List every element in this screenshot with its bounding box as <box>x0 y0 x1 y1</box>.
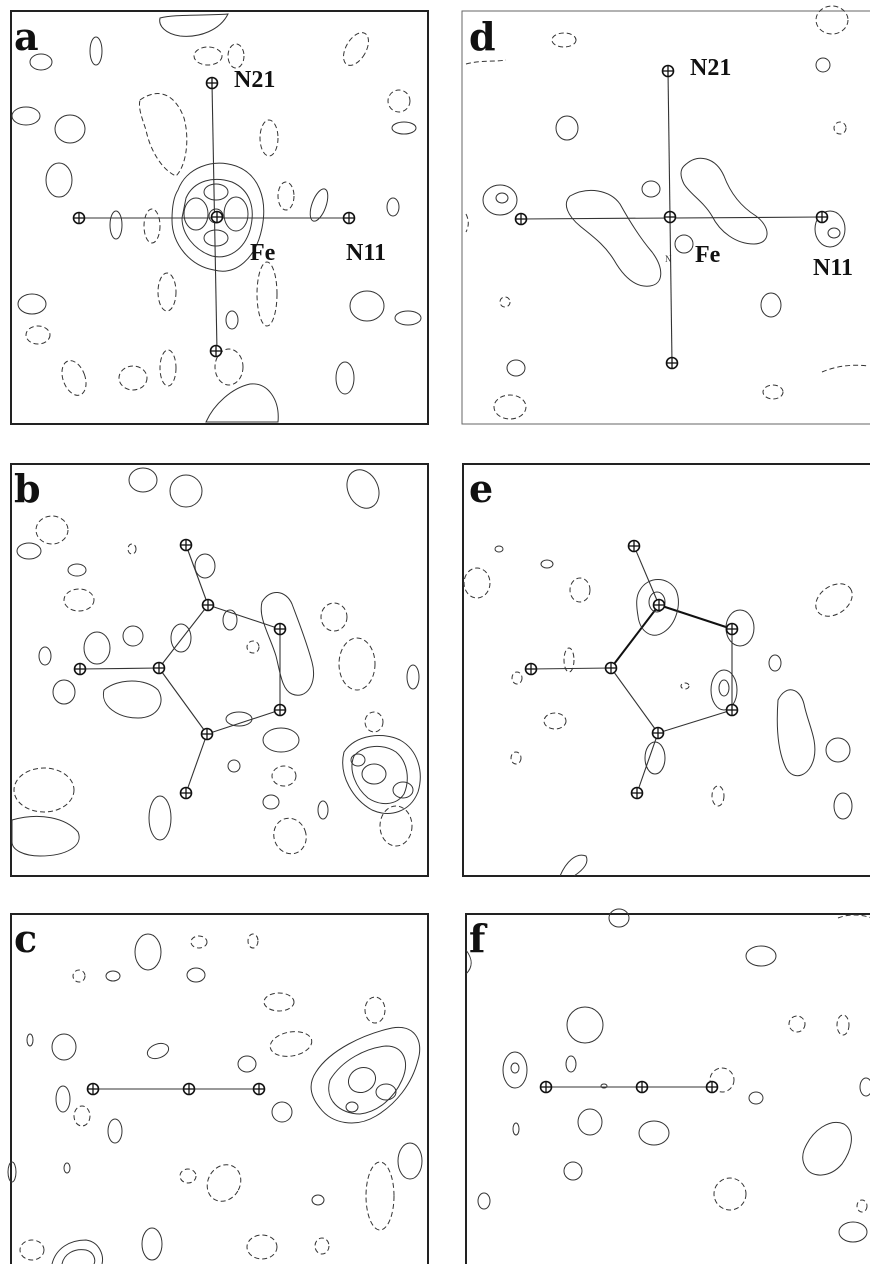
panel-c-atoms <box>86 1082 266 1096</box>
atom-marker <box>630 786 644 800</box>
atom-marker <box>152 661 166 675</box>
atom-marker <box>209 344 223 358</box>
panel-b-contours <box>11 467 421 857</box>
atom-marker <box>524 662 538 676</box>
panel-a-atoms <box>72 76 356 358</box>
panel-b-label: b <box>14 466 41 511</box>
panel-a-atom-label-fe: Fe <box>250 240 276 266</box>
atom-marker <box>201 598 215 612</box>
atom-marker <box>210 210 224 224</box>
atom-marker <box>252 1082 266 1096</box>
panel-d-tiny-mark: N <box>665 254 672 264</box>
atom-marker <box>815 210 829 224</box>
atom-marker <box>179 786 193 800</box>
panel-f-label: f <box>469 916 488 961</box>
atom-marker <box>604 661 618 675</box>
panel-d-label: d <box>469 14 496 59</box>
panel-d-atom-label-n11: N11 <box>813 255 853 281</box>
panel-b-frame <box>10 463 429 877</box>
atom-marker <box>179 538 193 552</box>
atom-marker <box>665 356 679 370</box>
panel-c: c <box>7 913 429 1264</box>
atom-marker <box>514 212 528 226</box>
panel-e-atoms <box>524 539 739 800</box>
panel-e-bonds <box>530 545 733 794</box>
panel-d-atoms <box>514 64 829 370</box>
atom-marker <box>705 1080 719 1094</box>
panel-a-frame <box>10 10 429 425</box>
atom-marker <box>205 76 219 90</box>
panel-b: b <box>10 463 429 877</box>
panel-d-atom-label-n21: N21 <box>690 55 731 81</box>
atom-marker <box>72 211 86 225</box>
panel-a-atom-label-n21: N21 <box>234 67 275 93</box>
panel-b-bonds <box>79 544 281 794</box>
panel-f-contours <box>465 908 870 1243</box>
panel-e-contours <box>463 545 853 877</box>
atom-marker <box>663 210 677 224</box>
panel-e-label: e <box>469 466 493 511</box>
atom-marker <box>200 727 214 741</box>
atom-marker <box>273 703 287 717</box>
atom-marker <box>86 1082 100 1096</box>
atom-marker <box>651 726 665 740</box>
panel-f-atoms <box>539 1080 719 1094</box>
panel-d-contours <box>465 5 869 420</box>
atom-marker <box>725 622 739 636</box>
panel-a-atom-label-n11: N11 <box>346 240 386 266</box>
atom-marker <box>635 1080 649 1094</box>
atom-marker <box>652 598 666 612</box>
panel-e-frame <box>462 463 870 877</box>
panel-f: f <box>465 908 870 1264</box>
panel-f-frame <box>465 913 870 1264</box>
atom-marker <box>273 622 287 636</box>
panel-a-label: a <box>14 14 39 59</box>
panel-c-frame <box>10 913 429 1264</box>
atom-marker <box>627 539 641 553</box>
panel-a: a <box>10 10 429 425</box>
atom-marker <box>182 1082 196 1096</box>
atom-marker <box>661 64 675 78</box>
panel-e: e <box>462 463 870 877</box>
atom-marker <box>539 1080 553 1094</box>
panel-b-atoms <box>73 538 287 800</box>
panel-d-atom-label-fe: Fe <box>695 242 721 268</box>
panel-d-frame <box>461 10 870 425</box>
atom-marker <box>725 703 739 717</box>
panel-c-contours <box>7 933 423 1264</box>
panel-c-label: c <box>14 916 37 961</box>
panel-d: d <box>461 5 870 425</box>
atom-marker <box>73 662 87 676</box>
atom-marker <box>342 211 356 225</box>
